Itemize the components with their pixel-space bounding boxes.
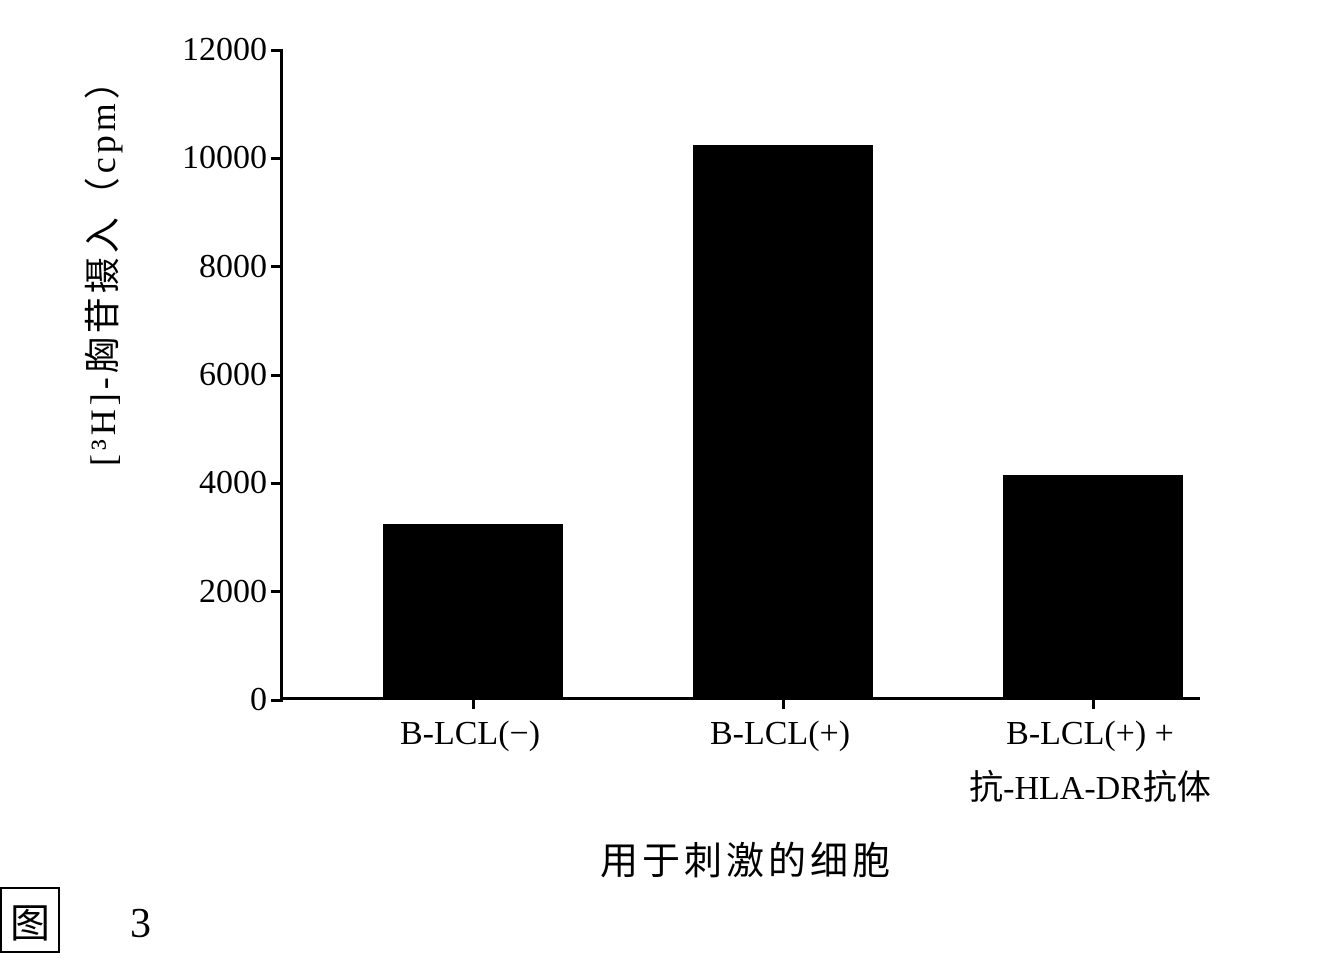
bar bbox=[1003, 475, 1183, 697]
y-tick bbox=[271, 157, 283, 160]
y-axis-label: [³H]-胸苷摄入（cpm） bbox=[74, 59, 126, 466]
y-tick-label: 4000 bbox=[199, 464, 267, 502]
x-tick bbox=[472, 697, 475, 709]
figure-label-number: 3 bbox=[130, 900, 151, 948]
figure-label: 图 3 bbox=[0, 887, 151, 953]
chart-container: [³H]-胸苷摄入（cpm） 0200040006000800010000120… bbox=[80, 20, 1280, 870]
x-category-sublabel: 抗-HLA-DR抗体 bbox=[969, 760, 1211, 809]
y-tick-label: 2000 bbox=[199, 573, 267, 611]
y-tick bbox=[271, 699, 283, 702]
y-tick bbox=[271, 590, 283, 593]
x-category-label: B-LCL(+) + bbox=[1006, 715, 1174, 753]
figure-label-box: 图 bbox=[0, 887, 60, 953]
y-axis-label-text: [³H]-胸苷摄入（cpm） bbox=[83, 59, 123, 466]
x-axis-title: 用于刺激的细胞 bbox=[600, 830, 894, 885]
y-tick-label: 6000 bbox=[199, 356, 267, 394]
y-tick bbox=[271, 374, 283, 377]
y-tick-label: 12000 bbox=[182, 31, 267, 69]
y-tick bbox=[271, 49, 283, 52]
y-tick-label: 10000 bbox=[182, 139, 267, 177]
x-category-label: B-LCL(+) bbox=[710, 715, 850, 753]
y-tick bbox=[271, 482, 283, 485]
bar bbox=[383, 524, 563, 697]
bar bbox=[693, 145, 873, 698]
plot-area: 020004000600080001000012000 bbox=[280, 50, 1200, 700]
x-axis-title-text: 用于刺激的细胞 bbox=[600, 841, 894, 883]
x-category-label: B-LCL(−) bbox=[400, 715, 540, 753]
x-tick bbox=[782, 697, 785, 709]
y-tick-label: 0 bbox=[250, 681, 267, 719]
x-tick bbox=[1092, 697, 1095, 709]
y-tick bbox=[271, 265, 283, 268]
y-tick-label: 8000 bbox=[199, 248, 267, 286]
